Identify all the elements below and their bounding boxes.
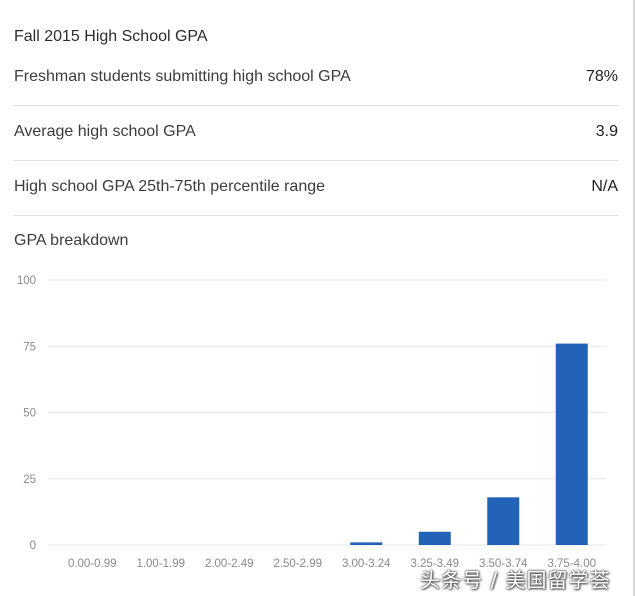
x-tick-label: 3.75-4.00 [547, 558, 596, 570]
bar-3.00-3.24[interactable] [350, 542, 383, 545]
x-tick-label: 3.25-3.49 [410, 558, 459, 570]
gpa-breakdown-chart: 0 25 50 75 100 0.00-0.99 1.00-1.99 2.00-2.49 2.… [17, 275, 606, 570]
bar-3.25-3.49[interactable] [418, 531, 451, 545]
gpa-breakdown-heading: GPA breakdown [14, 232, 129, 249]
stat-row-average-gpa: Average high school GPA 3.9 [14, 105, 618, 161]
x-tick-label: 3.00-3.24 [342, 558, 391, 570]
stat-label: High school GPA 25th-75th percentile ran… [14, 178, 326, 195]
y-tick-label: 50 [23, 408, 36, 420]
bars [350, 343, 588, 545]
y-tick-label: 0 [30, 540, 36, 552]
bar-3.75-4.00[interactable] [555, 343, 588, 545]
window-edge [633, 0, 635, 596]
x-axis-ticks: 0.00-0.99 1.00-1.99 2.00-2.49 2.50-2.99 3.00… [68, 558, 596, 570]
y-tick-label: 25 [23, 474, 36, 486]
x-tick-label: 1.00-1.99 [136, 558, 185, 570]
stat-value: 78% [585, 68, 618, 85]
stat-label: Average high school GPA [14, 123, 196, 140]
x-tick-label: 2.00-2.49 [205, 558, 254, 570]
stat-row-gpa-submitting: Freshman students submitting high school… [14, 50, 618, 106]
grid-lines [48, 279, 606, 546]
x-tick-label: 0.00-0.99 [68, 558, 117, 570]
stat-row-percentile-range: High school GPA 25th-75th percentile ran… [14, 160, 618, 216]
x-tick-label: 3.50-3.74 [479, 558, 528, 570]
y-tick-label: 100 [17, 275, 36, 287]
y-tick-label: 75 [23, 341, 36, 353]
stat-value: N/A [591, 178, 618, 195]
y-axis-ticks: 0 25 50 75 100 [17, 275, 36, 552]
watermark: 头条号 / 美国留学荟 [420, 568, 611, 592]
page-title: Fall 2015 High School GPA [14, 28, 208, 45]
stat-value: 3.9 [595, 123, 618, 140]
bar-3.50-3.74[interactable] [487, 497, 520, 545]
x-tick-label: 2.50-2.99 [273, 558, 322, 570]
stat-label: Freshman students submitting high school… [14, 68, 351, 85]
